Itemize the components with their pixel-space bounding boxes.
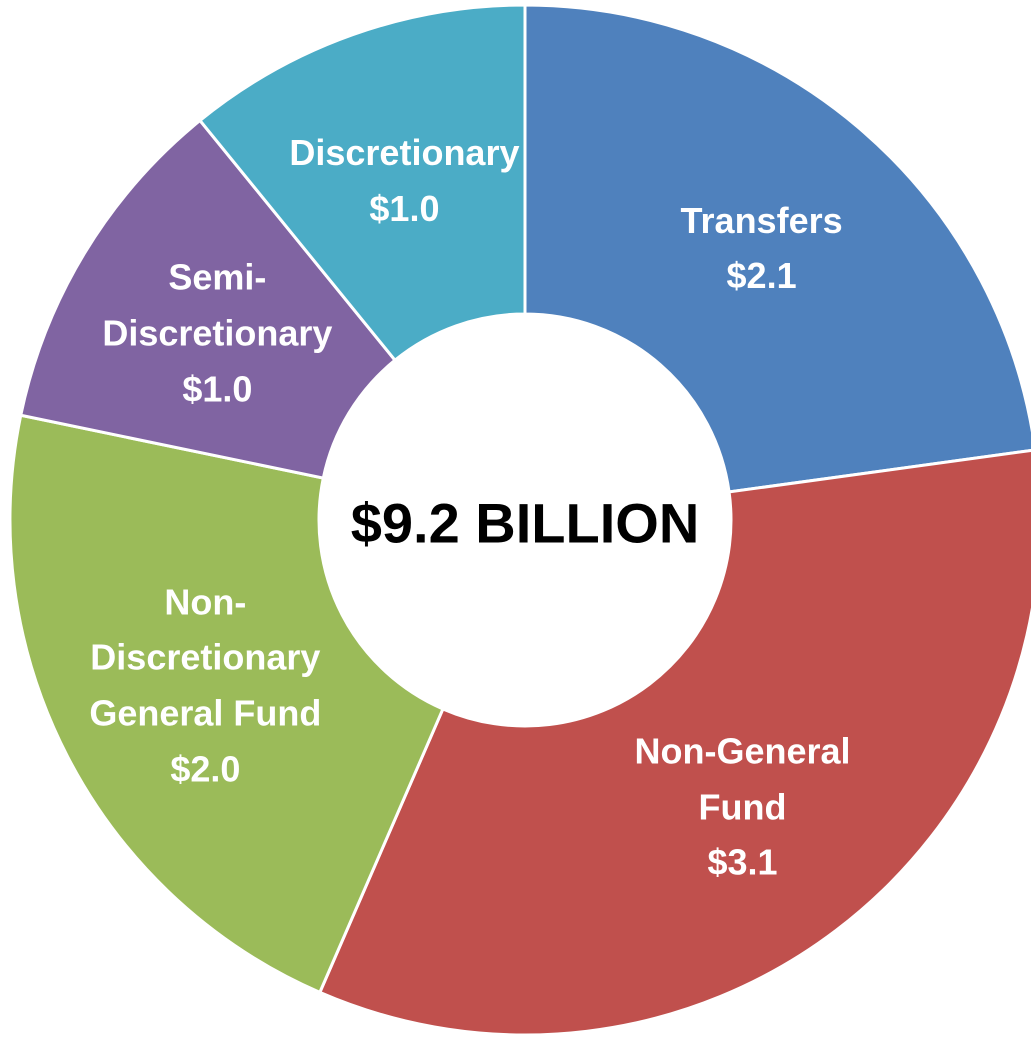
slice-label: Semi- Discretionary $1.0 (102, 249, 332, 416)
value-label: $2.1 (726, 255, 797, 297)
slice-label: Discretionary $1.0 (289, 125, 519, 237)
slice-label: Non-General Fund $3.1 (598, 723, 886, 890)
value-label: $1.0 (182, 367, 253, 409)
slice-label: Non- Discretionary General Fund $2.0 (89, 574, 321, 797)
category-label: Non-General Fund (634, 730, 851, 827)
donut-slice (8, 413, 445, 995)
category-label: Semi- Discretionary (102, 256, 333, 354)
slice-label: Transfers $2.1 (681, 193, 843, 305)
donut-slice (317, 448, 1031, 1037)
value-label: $2.0 (170, 748, 241, 790)
value-label: $1.0 (369, 187, 440, 229)
category-label: Transfers (680, 199, 843, 241)
donut-slice (523, 3, 1031, 494)
donut-slice (18, 118, 398, 480)
category-label: Discretionary (289, 131, 520, 173)
value-label: $3.1 (707, 841, 778, 883)
center-label: $9.2 BILLION (350, 491, 700, 555)
donut-slice (197, 3, 527, 363)
category-label: Non- Discretionary General Fund (89, 581, 322, 734)
